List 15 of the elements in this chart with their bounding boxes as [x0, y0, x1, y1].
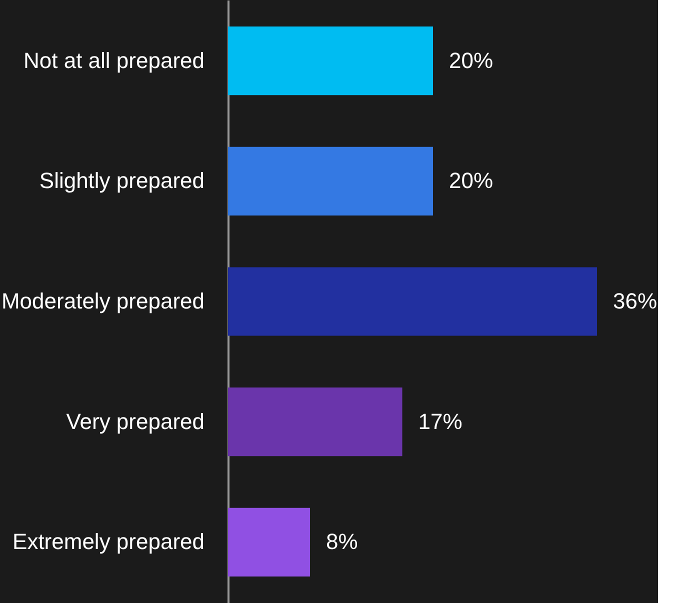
y-tick-label: Not at all prepared: [24, 48, 204, 73]
data-label: 17%: [418, 408, 462, 434]
y-tick-label: Moderately prepared: [1, 288, 204, 314]
y-tick-label: Very prepared: [66, 408, 204, 434]
bar: [228, 146, 433, 216]
y-tick-label: Extremely prepared: [12, 529, 204, 554]
data-label: 8%: [326, 529, 358, 554]
bar: [228, 388, 402, 456]
bar: [228, 267, 597, 336]
bar: [228, 26, 433, 96]
data-label: 20%: [449, 48, 494, 73]
data-label: 36%: [613, 288, 658, 314]
bar: [228, 508, 310, 577]
y-tick-label: Slightly prepared: [39, 168, 204, 194]
data-label: 20%: [449, 168, 494, 194]
